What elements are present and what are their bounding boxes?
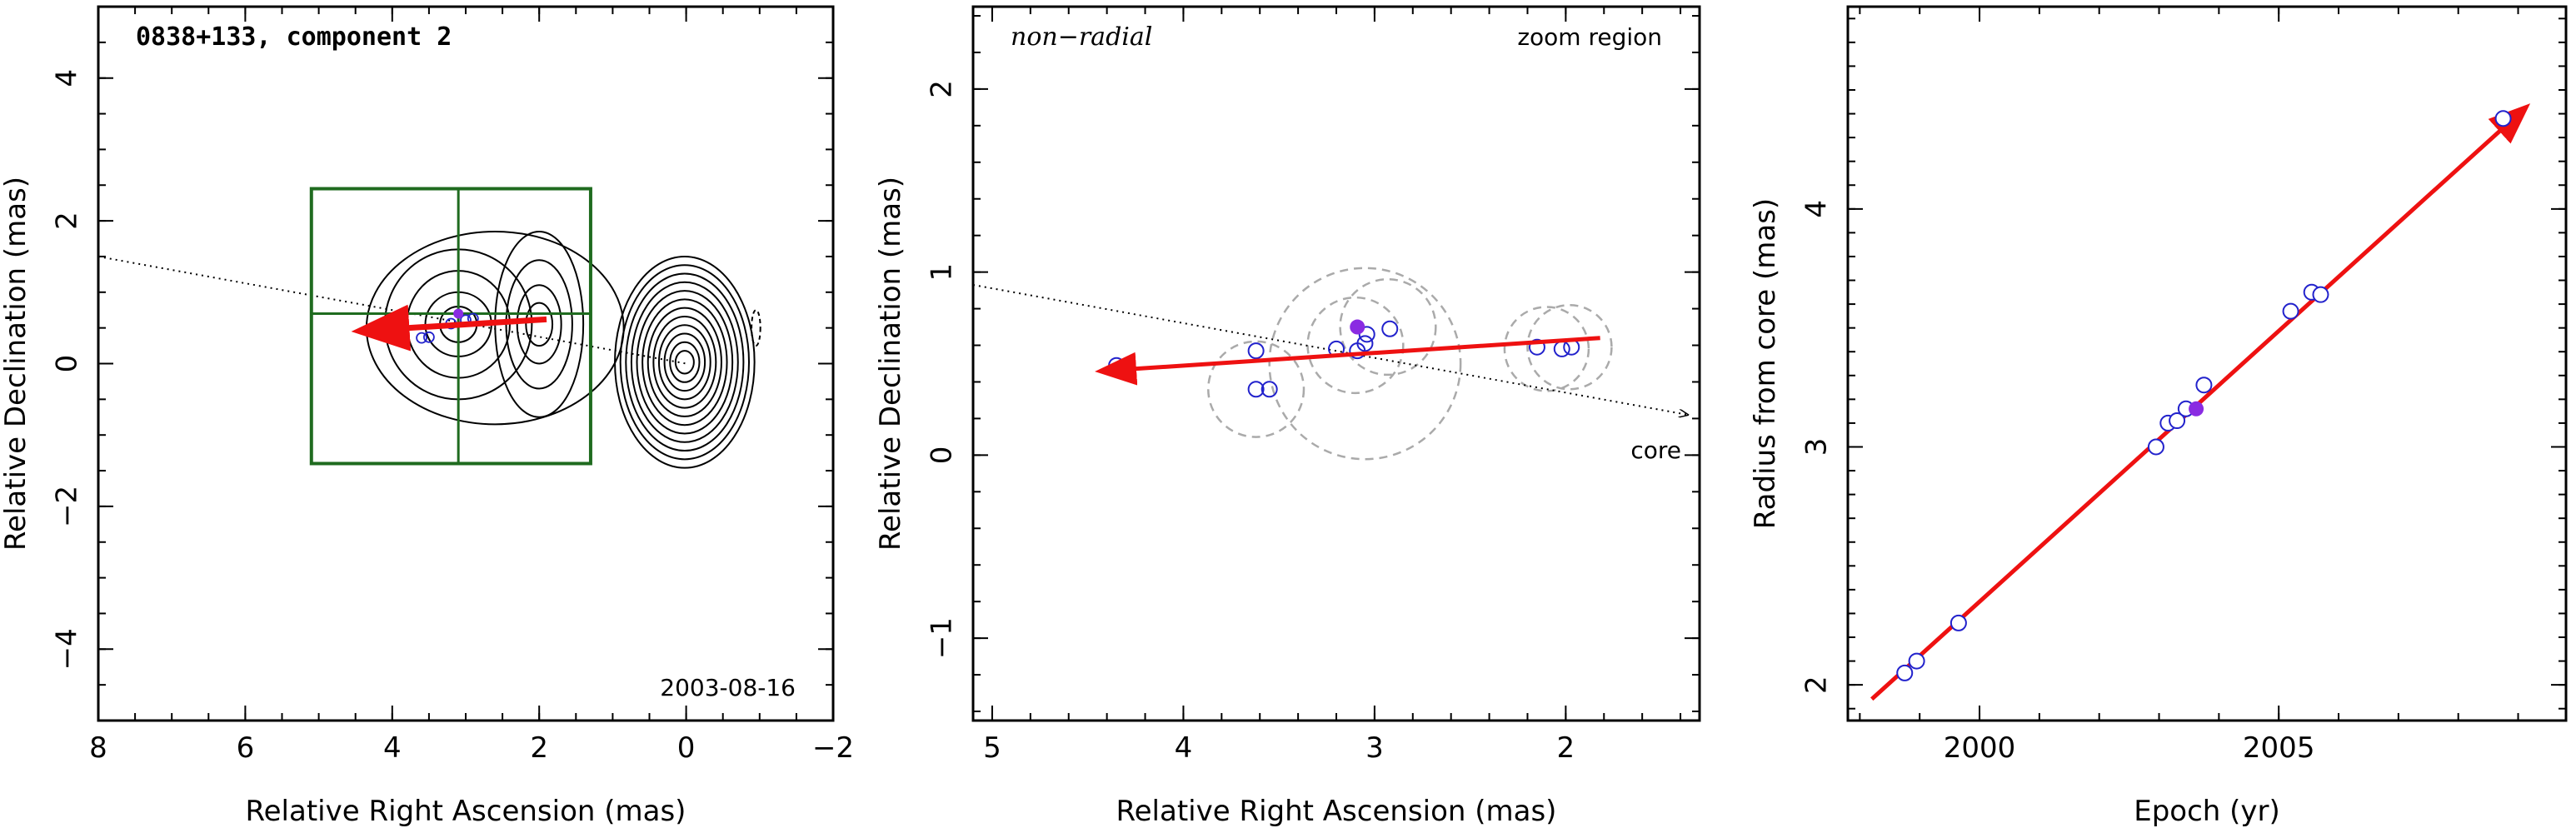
data-point — [1247, 381, 1265, 398]
epoch-date-label: 2003-08-16 — [660, 674, 796, 701]
x-tick-label: −2 — [812, 731, 854, 765]
x-axis-label: Relative Right Ascension (mas) — [1116, 795, 1557, 828]
core-contour — [657, 324, 711, 401]
x-tick-label: 4 — [1175, 731, 1193, 765]
x-tick-label: 2 — [530, 731, 548, 765]
panel-zoom: 5 4 3 2 −1 0 1 2 non−radial zoom region core Re… — [874, 5, 1701, 828]
zoom-box — [309, 187, 592, 466]
x-tick-label: 8 — [89, 731, 107, 765]
y-axis-label: Relative Declination (mas) — [874, 177, 907, 551]
x-tick-label: 3 — [1365, 731, 1384, 765]
x-axis-label: Epoch (yr) — [2134, 795, 2280, 828]
core-contour — [674, 350, 695, 375]
error-circle — [1306, 296, 1405, 395]
data-point — [1908, 652, 1925, 670]
y-tick-label: 1 — [926, 263, 959, 282]
data-point — [1356, 335, 1374, 352]
data-point — [2147, 438, 2164, 456]
plot-frame — [97, 5, 835, 722]
radial-line — [97, 255, 686, 365]
core-contour — [614, 255, 756, 469]
panel-radius-vs-epoch: 2000 2005 2 3 4 Epoch (yr) Radius from core … — [1749, 5, 2568, 828]
x-tick-label: 2000 — [1944, 731, 2016, 765]
data-point — [2282, 302, 2299, 320]
data-point — [1528, 338, 1545, 356]
core-contour — [625, 272, 745, 452]
negative-contour — [751, 309, 761, 347]
data-point — [2494, 110, 2512, 127]
jet-contour — [505, 259, 573, 390]
filled-point — [1350, 319, 1365, 335]
x-tick-label: 6 — [237, 731, 255, 765]
plot-frame — [1846, 5, 2568, 722]
y-tick-label: 2 — [1800, 676, 1834, 694]
y-tick-label: 4 — [51, 69, 84, 87]
x-tick-label: 2 — [1557, 731, 1575, 765]
core-contour — [630, 281, 739, 443]
data-point — [1896, 664, 1914, 681]
error-circle — [1268, 267, 1462, 461]
core-contour — [663, 332, 706, 392]
jet-contour — [525, 302, 554, 347]
core-contour — [646, 307, 722, 417]
data-point — [1358, 326, 1375, 343]
y-tick-label: 0 — [51, 355, 84, 373]
error-circle — [1207, 340, 1305, 438]
data-point — [423, 331, 435, 343]
plot-frame — [971, 5, 1701, 722]
y-tick-label: −2 — [51, 486, 84, 527]
core-contour — [652, 315, 717, 409]
x-axis-label: Relative Right Ascension (mas) — [246, 795, 686, 828]
data-point — [1381, 320, 1399, 337]
contour-map — [365, 230, 761, 469]
data-point — [2169, 412, 2186, 430]
filled-point — [2189, 401, 2204, 416]
panel-map: 8 6 4 2 0 −2 −4 −2 0 2 4 0838+133, component 2 200… — [0, 5, 854, 828]
jet-contour — [516, 284, 562, 365]
y-tick-label: 2 — [926, 80, 959, 98]
data-point — [1261, 381, 1278, 398]
y-axis-label: Relative Declination (mas) — [0, 177, 32, 551]
core-contour — [636, 290, 734, 435]
zoom-region-label: zoom region — [1517, 23, 1662, 51]
motion-vector — [351, 304, 547, 352]
core-contour — [669, 341, 701, 383]
y-tick-label: 3 — [1800, 438, 1834, 456]
y-tick-label: 2 — [51, 212, 84, 230]
chart-title: 0838+133, component 2 — [136, 22, 452, 52]
motion-vector — [1095, 336, 1600, 386]
error-circle — [1503, 306, 1590, 392]
data-point — [416, 332, 427, 344]
error-circle — [1339, 277, 1437, 377]
core-contour — [619, 264, 751, 461]
x-tick-label: 5 — [983, 731, 1001, 765]
data-point — [1247, 342, 1265, 360]
data-point — [1949, 614, 1967, 631]
y-axis-label: Radius from core (mas) — [1749, 198, 1782, 529]
y-tick-label: −4 — [51, 628, 84, 670]
data-point — [2195, 377, 2213, 394]
core-label: core — [1630, 436, 1681, 464]
filled-point — [453, 308, 464, 319]
data-point — [2312, 286, 2329, 303]
y-tick-label: −1 — [926, 617, 959, 659]
y-tick-label: 4 — [1800, 200, 1834, 218]
error-circle — [1526, 303, 1613, 391]
y-tick-label: 0 — [926, 446, 959, 465]
chart-title: non−radial — [1011, 22, 1152, 52]
x-tick-label: 4 — [383, 731, 402, 765]
core-contour — [642, 298, 728, 426]
x-tick-label: 2005 — [2243, 731, 2315, 765]
x-tick-label: 0 — [677, 731, 696, 765]
